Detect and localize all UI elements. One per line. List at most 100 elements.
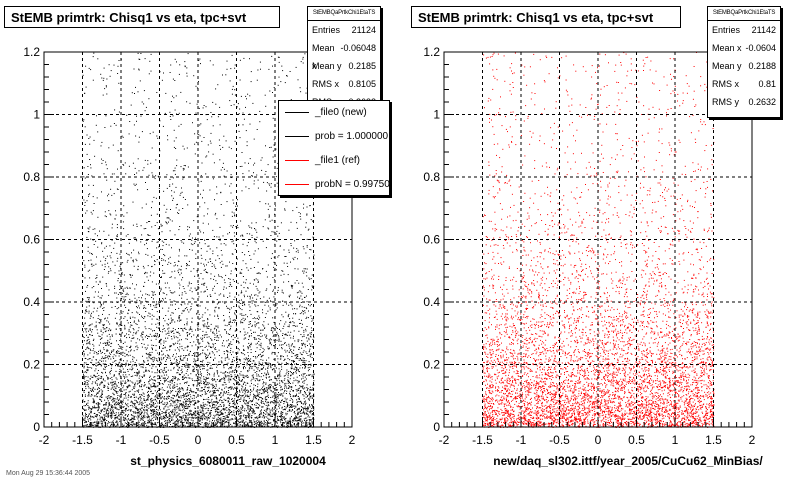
data-point <box>304 391 305 392</box>
data-point <box>265 411 267 412</box>
data-point <box>105 85 107 87</box>
data-point <box>100 329 102 331</box>
data-point <box>289 301 291 303</box>
data-point <box>177 390 179 392</box>
data-point <box>307 396 308 398</box>
data-point <box>187 363 189 365</box>
data-point <box>152 359 154 361</box>
data-point <box>101 243 103 245</box>
data-point <box>116 420 118 422</box>
data-point <box>176 365 178 367</box>
data-point <box>148 304 150 305</box>
data-point <box>160 300 162 302</box>
data-point <box>180 269 182 271</box>
data-point <box>116 421 118 423</box>
data-point <box>130 324 132 326</box>
data-point <box>158 398 160 400</box>
data-point <box>177 342 179 344</box>
data-point <box>115 292 117 294</box>
data-point <box>178 320 180 322</box>
data-point <box>186 67 188 69</box>
data-point <box>235 416 237 418</box>
data-point <box>147 396 149 398</box>
data-point <box>97 246 99 248</box>
data-point <box>147 234 149 235</box>
data-point <box>166 359 167 361</box>
data-point <box>132 406 134 408</box>
data-point <box>108 193 110 195</box>
data-point <box>310 389 312 391</box>
data-point <box>263 415 265 416</box>
data-point <box>270 384 272 386</box>
data-point <box>161 258 163 259</box>
data-point <box>107 413 109 415</box>
data-point <box>108 344 110 346</box>
data-point <box>139 386 141 388</box>
data-point <box>200 377 202 379</box>
data-point <box>248 417 249 419</box>
data-point <box>155 417 157 419</box>
data-point <box>281 406 283 408</box>
data-point <box>188 265 190 266</box>
data-point <box>271 413 273 415</box>
data-point <box>131 337 133 339</box>
data-point <box>176 331 178 333</box>
data-point <box>111 382 113 384</box>
data-point <box>280 386 282 388</box>
data-point <box>218 236 220 238</box>
data-point <box>138 251 139 253</box>
data-point <box>270 397 272 398</box>
data-point <box>219 394 221 396</box>
data-point <box>291 416 292 418</box>
data-point <box>280 356 282 358</box>
data-point <box>164 380 166 382</box>
data-point <box>85 331 87 333</box>
data-point <box>91 367 93 369</box>
data-point <box>220 148 221 150</box>
data-point <box>86 424 88 426</box>
data-point <box>194 275 196 277</box>
data-point <box>232 418 234 420</box>
data-point <box>157 378 159 380</box>
data-point <box>254 417 256 419</box>
data-point <box>260 424 262 426</box>
data-point <box>86 347 88 349</box>
data-point <box>218 408 220 410</box>
data-point <box>297 251 299 253</box>
data-point <box>121 401 123 403</box>
data-point <box>245 186 247 188</box>
data-point <box>179 416 181 417</box>
data-point <box>186 323 188 324</box>
data-point <box>287 358 289 360</box>
data-point <box>179 274 181 276</box>
data-point <box>153 356 155 358</box>
data-point <box>300 418 302 420</box>
data-point <box>86 416 88 417</box>
data-point <box>276 167 278 169</box>
data-point <box>257 335 259 337</box>
data-point <box>127 380 129 382</box>
data-point <box>204 408 206 410</box>
data-point <box>182 389 184 391</box>
data-point <box>306 410 308 412</box>
data-point <box>287 420 289 422</box>
data-point <box>200 337 202 339</box>
data-point <box>207 384 209 386</box>
data-point <box>291 406 293 408</box>
data-point <box>191 397 193 399</box>
data-point <box>162 272 164 274</box>
data-point <box>146 347 148 349</box>
data-point <box>135 258 137 260</box>
data-point <box>171 362 173 364</box>
data-point <box>99 419 101 421</box>
data-point <box>256 236 258 238</box>
data-point <box>205 173 207 175</box>
data-point <box>246 375 248 376</box>
data-point <box>304 407 306 409</box>
data-point <box>172 95 173 97</box>
data-point <box>248 324 250 325</box>
data-point <box>302 375 304 377</box>
data-point <box>196 385 198 387</box>
data-point <box>88 387 90 389</box>
data-point <box>308 374 309 376</box>
